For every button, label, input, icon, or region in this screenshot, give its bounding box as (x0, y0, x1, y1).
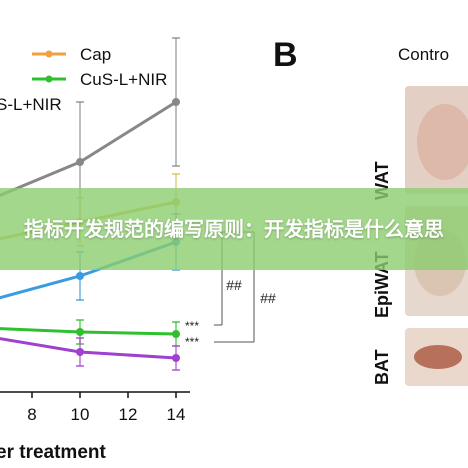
tissue-specimen-wat (417, 104, 468, 180)
banner-title: 指标开发规范的编写原则：开发指标是什么意思 (24, 217, 444, 241)
significance-annotations: *** *** ## ## (185, 231, 276, 349)
legend-label-cus: CuS-L+NIR (80, 70, 167, 89)
legend-label-cap: Cap (80, 45, 111, 64)
series-line-4 (0, 337, 177, 360)
data-point-0-2 (172, 98, 180, 106)
tissue-specimen-bat (414, 345, 462, 369)
legend-marker-cus (45, 75, 53, 83)
x-tick-layer: 8 10 12 14 (27, 392, 185, 424)
x-tick-label-2: 12 (119, 405, 138, 424)
x-axis-label: er treatment (0, 442, 106, 463)
data-point-4-2 (172, 354, 180, 362)
x-tick-label-0: 8 (27, 405, 36, 424)
series-line-0 (0, 100, 177, 197)
data-point-3-1 (76, 328, 84, 336)
data-point-0-1 (76, 158, 84, 166)
overlay-banner: 指标开发规范的编写原则：开发指标是什么意思 (0, 188, 468, 270)
legend: Cap CuS-L+NIR S-L+NIR (0, 45, 167, 114)
x-tick-label-1: 10 (71, 405, 90, 424)
panel-b-letter: B (273, 36, 298, 74)
legend-marker-cap (45, 50, 53, 58)
row-label-bat: BAT (372, 349, 392, 385)
significance-stars-1: *** (185, 319, 199, 333)
data-point-2-1 (76, 272, 84, 280)
legend-label-clipped: S-L+NIR (0, 95, 62, 114)
series-line-3 (0, 327, 177, 336)
significance-stars-2: *** (185, 335, 199, 349)
column-header-control: Contro (398, 45, 449, 64)
data-point-4-1 (76, 348, 84, 356)
significance-hash-2: ## (260, 290, 276, 306)
data-point-3-2 (172, 330, 180, 338)
significance-hash-1: ## (226, 277, 242, 293)
x-tick-label-3: 14 (167, 405, 186, 424)
